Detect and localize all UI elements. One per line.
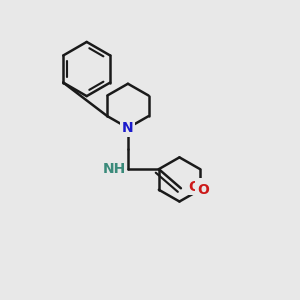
Text: NH: NH (102, 162, 126, 176)
Text: N: N (122, 121, 134, 135)
Text: O: O (188, 180, 200, 194)
Text: O: O (197, 183, 209, 197)
